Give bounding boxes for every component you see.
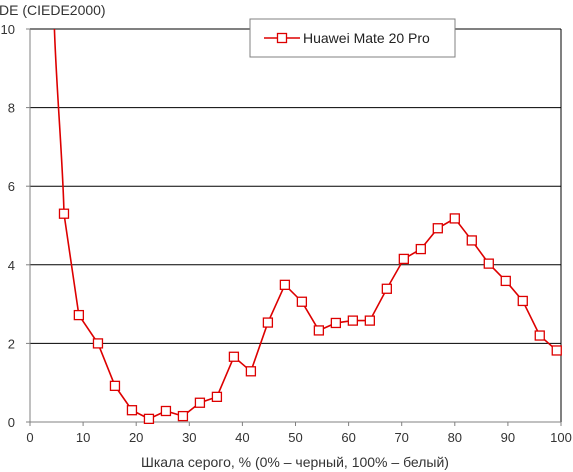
x-tick-label-90: 90: [501, 430, 515, 445]
x-tick-label-80: 80: [448, 430, 462, 445]
legend: Huawei Mate 20 Pro: [249, 18, 456, 58]
data-point-25: [483, 258, 494, 269]
y-tick-label-4: 4: [8, 258, 15, 273]
data-point-16: [330, 317, 342, 329]
data-point-20: [398, 253, 409, 265]
data-point-28: [534, 330, 545, 341]
plot-area: [53, 28, 562, 425]
data-point-21: [415, 243, 426, 255]
y-tick-label-0: 0: [8, 415, 15, 430]
y-tick-labels: 0 2 4 6 8 10: [1, 22, 30, 430]
data-point-5: [143, 413, 155, 425]
series-line-0: [53, 28, 558, 420]
data-point-12: [262, 317, 274, 328]
y-axis-title: DE (CIEDE2000): [0, 2, 106, 18]
x-tick-label-40: 40: [235, 430, 249, 445]
data-point-10: [228, 351, 240, 362]
data-point-27: [517, 295, 528, 307]
data-point-3: [109, 380, 121, 391]
data-point-0: [58, 208, 70, 219]
data-point-1: [73, 309, 85, 321]
data-point-9: [211, 391, 223, 402]
data-point-17: [347, 315, 358, 326]
axes: [29, 29, 561, 423]
data-point-14: [296, 296, 308, 307]
y-tick-label-2: 2: [8, 336, 15, 351]
data-point-11: [245, 366, 257, 377]
x-tick-label-70: 70: [394, 430, 408, 445]
y-tick-label-6: 6: [8, 179, 15, 194]
y-tick-label-8: 8: [8, 101, 15, 116]
data-point-29: [551, 345, 562, 356]
data-point-4: [126, 405, 138, 416]
legend-swatch-marker: [276, 32, 288, 44]
data-point-2: [92, 338, 104, 349]
data-point-24: [466, 235, 477, 246]
data-point-6: [160, 405, 172, 417]
data-point-19: [381, 283, 392, 294]
grid-lines: [30, 28, 562, 422]
x-tick-labels: 0 10 20 30 40 50 60 70 80 90 100: [26, 422, 572, 445]
data-point-13: [279, 279, 291, 290]
legend-label: Huawei Mate 20 Pro: [303, 30, 430, 46]
data-point-26: [500, 275, 511, 287]
x-axis-title: Шкала серого, % (0% – черный, 100% – бел…: [141, 454, 449, 470]
x-tick-label-30: 30: [182, 430, 196, 445]
y-tick-label-10: 10: [1, 22, 15, 37]
x-tick-label-20: 20: [129, 430, 143, 445]
data-point-8: [194, 397, 206, 408]
x-tick-label-60: 60: [341, 430, 355, 445]
x-tick-label-0: 0: [26, 430, 33, 445]
data-point-15: [313, 325, 325, 336]
x-tick-label-50: 50: [288, 430, 302, 445]
data-point-23: [449, 213, 460, 224]
x-tick-label-100: 100: [550, 430, 572, 445]
x-tick-label-10: 10: [76, 430, 90, 445]
data-point-22: [432, 223, 443, 234]
data-point-7: [177, 410, 189, 422]
data-point-18: [364, 315, 375, 326]
